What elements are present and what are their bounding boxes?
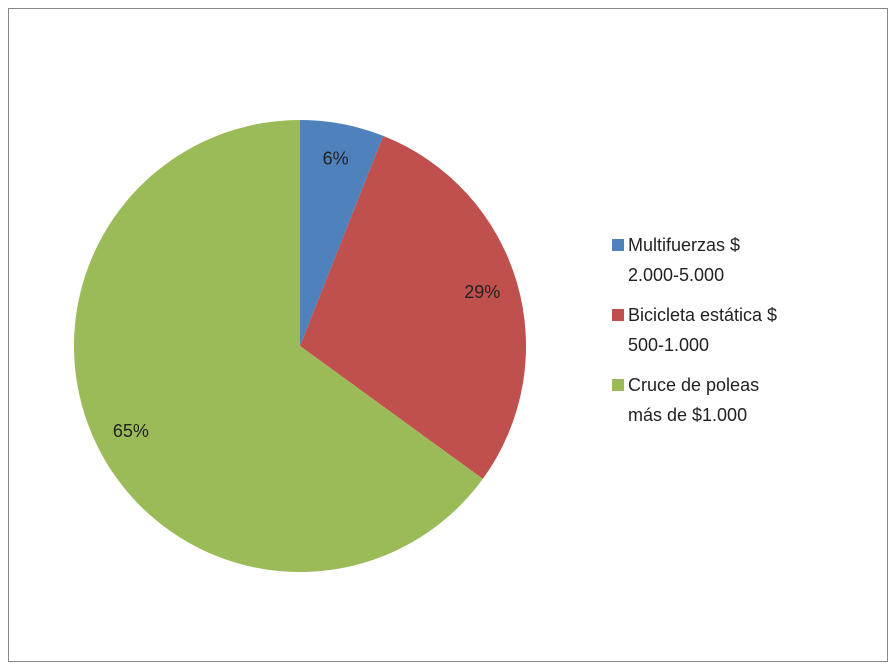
legend-item: Bicicleta estática $ 500-1.000 — [612, 300, 787, 360]
legend-item: Cruce de poleas más de $1.000 — [612, 370, 787, 430]
legend: Multifuerzas $ 2.000-5.000 Bicicleta está… — [612, 230, 787, 440]
pie-slice — [73, 120, 483, 572]
legend-label: Multifuerzas $ 2.000-5.000 — [628, 235, 741, 285]
data-label: 29% — [464, 282, 500, 302]
legend-swatch — [612, 239, 624, 251]
legend-swatch — [612, 379, 624, 391]
legend-label: Cruce de poleas más de $1.000 — [628, 375, 760, 425]
pie-slice — [300, 135, 527, 479]
pie-slice — [300, 120, 384, 346]
legend-swatch — [612, 309, 624, 321]
data-label: 6% — [323, 148, 349, 168]
data-label: 65% — [113, 421, 149, 441]
legend-label: Bicicleta estática $ 500-1.000 — [628, 305, 778, 355]
legend-item: Multifuerzas $ 2.000-5.000 — [612, 230, 787, 290]
